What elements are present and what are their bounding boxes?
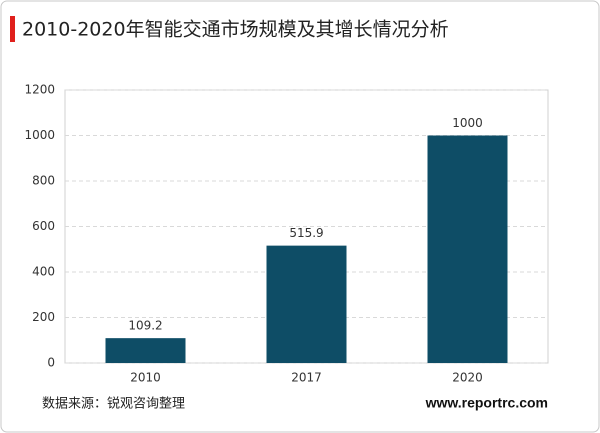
y-tick-label: 0: [47, 356, 55, 370]
y-tick-label: 400: [32, 265, 55, 279]
bar: [427, 135, 508, 363]
data-label: 515.9: [289, 226, 323, 240]
x-tick-label: 2010: [130, 371, 161, 385]
y-tick-label: 1200: [24, 83, 55, 97]
y-tick-label: 800: [32, 174, 55, 188]
chart-title: 2010-2020年智能交通市场规模及其增长情况分析: [22, 19, 449, 41]
y-tick-label: 1000: [24, 128, 55, 142]
website: www.reportrc.com: [425, 395, 548, 411]
y-tick-label: 600: [32, 219, 55, 233]
x-tick-label: 2020: [452, 371, 483, 385]
bar: [266, 245, 347, 363]
data-label: 109.2: [128, 319, 162, 333]
title-accent: [10, 16, 15, 42]
source: 数据来源：锐观咨询整理: [42, 397, 185, 412]
data-label: 1000: [452, 116, 483, 130]
x-tick-label: 2017: [291, 371, 322, 385]
bar: [105, 338, 186, 363]
y-tick-label: 200: [32, 310, 55, 324]
